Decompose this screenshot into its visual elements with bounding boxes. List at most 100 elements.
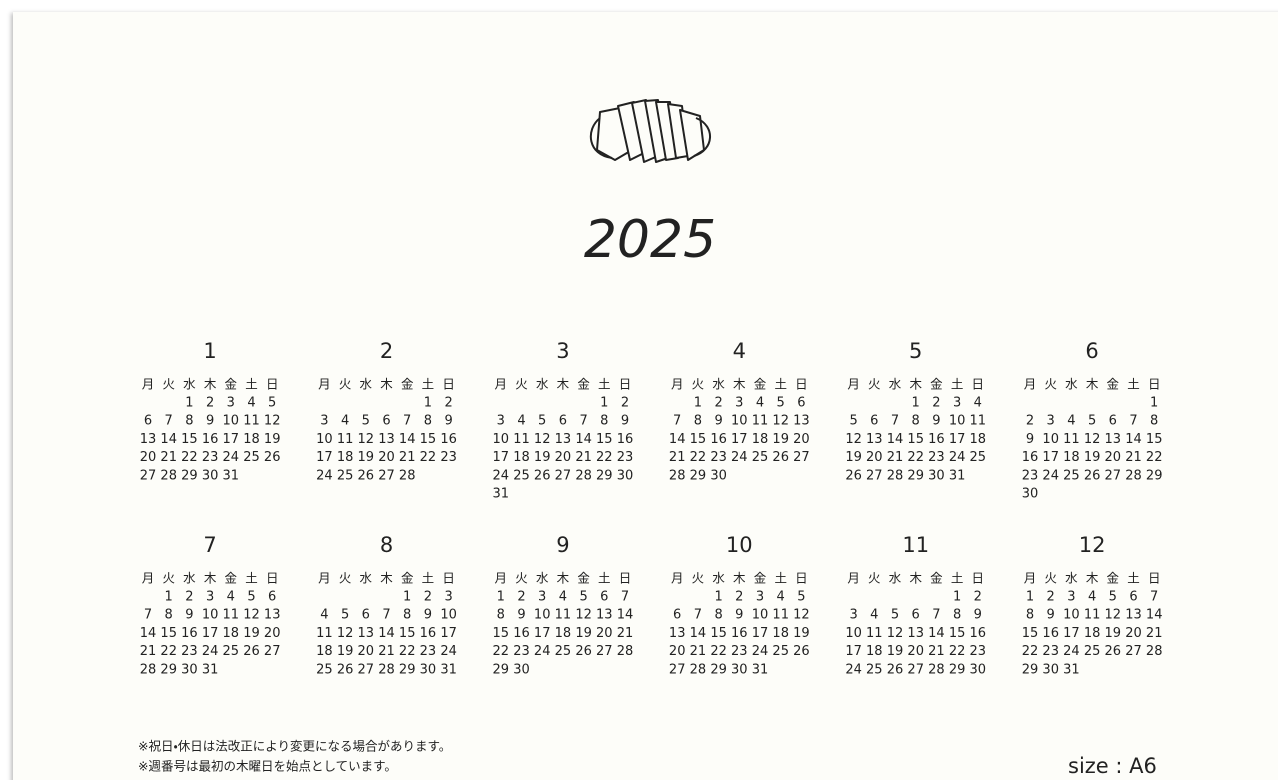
day: 1 [403,590,411,605]
day: 8 [1150,414,1158,429]
weekday: 木 [733,571,746,586]
day: 9 [621,414,629,429]
day: 3 [227,396,235,411]
day: 17 [440,626,457,641]
day: 19 [534,450,551,465]
day: 7 [1129,414,1137,429]
day: 7 [382,608,390,623]
day: 22 [493,644,510,659]
day: 27 [358,662,375,677]
day: 2 [974,590,982,605]
day: 9 [974,608,982,623]
day: 8 [497,608,505,623]
day: 4 [227,590,235,605]
weekday: 土 [598,571,611,586]
day: 10 [534,608,551,623]
day: 29 [710,662,727,677]
day: 2 [424,590,432,605]
day: 31 [223,468,240,483]
day: 9 [714,414,722,429]
day: 24 [752,644,769,659]
day: 8 [714,608,722,623]
month-number: 3 [556,339,569,363]
weekday: 金 [930,377,943,392]
day: 6 [797,396,805,411]
day: 5 [797,590,805,605]
weekday: 土 [1127,377,1140,392]
day: 4 [517,414,525,429]
day: 17 [223,432,240,447]
day: 10 [731,414,748,429]
day: 30 [513,662,530,677]
day: 1 [1026,590,1034,605]
weekday: 水 [360,377,373,392]
day: 24 [440,644,457,659]
day: 23 [617,450,634,465]
day: 11 [513,432,530,447]
day: 12 [534,432,551,447]
day: 4 [320,608,328,623]
day: 12 [337,626,354,641]
day: 1 [497,590,505,605]
day: 14 [690,626,707,641]
weekday: 日 [266,571,279,586]
day: 6 [1109,414,1117,429]
day: 2 [1047,590,1055,605]
day: 3 [320,414,328,429]
day: 26 [575,644,592,659]
day: 19 [337,644,354,659]
weekday: 木 [1086,377,1099,392]
day: 8 [953,608,961,623]
month-number: 11 [902,533,929,557]
day: 8 [1026,608,1034,623]
day: 5 [579,590,587,605]
day: 15 [690,432,707,447]
weekday: 火 [162,571,175,586]
weekday: 木 [557,377,570,392]
day: 4 [1088,590,1096,605]
day: 15 [399,626,416,641]
weekday: 木 [909,377,922,392]
day: 26 [264,450,281,465]
day: 23 [970,644,987,659]
weekday: 火 [868,377,881,392]
day: 19 [243,626,260,641]
weekday: 日 [442,377,455,392]
day: 23 [202,450,219,465]
weekday: 金 [401,377,414,392]
day: 30 [1042,662,1059,677]
day: 26 [845,468,862,483]
day: 3 [206,590,214,605]
day: 23 [420,644,437,659]
day: 1 [953,590,961,605]
size-label: size : A6 [1068,754,1157,778]
month-number: 1 [203,339,216,363]
day: 14 [1125,432,1142,447]
weekday: 日 [266,377,279,392]
day: 2 [517,590,525,605]
day: 12 [243,608,260,623]
weekday: 木 [204,377,217,392]
day: 29 [596,468,613,483]
day: 23 [928,450,945,465]
day: 11 [223,608,240,623]
months: 1月火水木金土日1 2 3 4 56 7 8 9 10 11 1213 14 15 16 17 18 1920 2… [140,339,1163,677]
day: 21 [575,450,592,465]
month-number: 4 [733,339,746,363]
weekday: 日 [795,377,808,392]
day: 30 [710,468,727,483]
day: 15 [907,432,924,447]
weekday: 月 [318,377,331,392]
day: 20 [866,450,883,465]
day: 30 [970,662,987,677]
day: 13 [555,432,572,447]
day: 24 [223,450,240,465]
day: 9 [517,608,525,623]
day: 9 [206,414,214,429]
day: 19 [264,432,281,447]
accordion-illustration [589,99,711,163]
weekday: 火 [339,377,352,392]
day: 20 [358,644,375,659]
weekday: 日 [619,377,632,392]
weekday: 水 [712,377,725,392]
